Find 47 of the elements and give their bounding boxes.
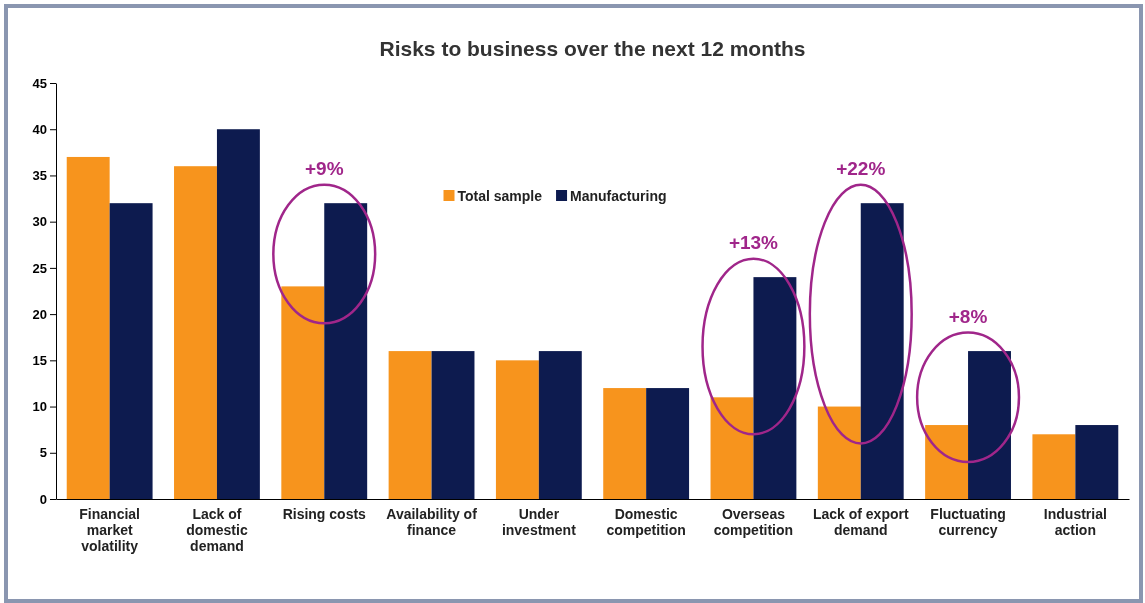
chart-title: Risks to business over the next 12 months <box>379 37 806 60</box>
bar <box>925 425 969 499</box>
annotation: +8% <box>948 305 988 327</box>
x-tick-label: Industrial action <box>1043 505 1107 538</box>
bar <box>216 129 260 499</box>
bar <box>603 388 647 499</box>
x-tick-label: Financial market volatility <box>79 505 140 554</box>
bar <box>710 397 754 499</box>
y-tick-label: 15 <box>32 352 47 368</box>
bar <box>538 351 582 499</box>
bar <box>388 351 432 499</box>
bar <box>646 388 690 499</box>
y-tick-label: 40 <box>32 121 47 137</box>
legend-label: Manufacturing <box>570 188 667 204</box>
y-tick-label: 5 <box>39 445 47 461</box>
x-tick-label: Fluctuating currency <box>930 505 1006 538</box>
x-tick-label: Overseas competition <box>713 505 794 538</box>
y-tick-label: 20 <box>32 306 47 322</box>
bar <box>495 360 539 499</box>
y-tick-label: 10 <box>32 399 47 415</box>
bar <box>968 351 1011 499</box>
x-tick-label: Under investment <box>501 505 577 538</box>
bar <box>324 203 368 499</box>
bar <box>860 203 904 499</box>
bar <box>281 286 325 499</box>
annotation: +13% <box>728 231 779 253</box>
x-tick-label: Rising costs <box>282 505 367 522</box>
bar <box>174 166 217 499</box>
bar <box>1032 434 1076 499</box>
x-tick-label: Lack of domestic demand <box>186 505 248 554</box>
x-tick-label: Lack of export demand <box>812 505 909 538</box>
bar <box>66 156 110 499</box>
bar <box>817 406 861 499</box>
annotation: +9% <box>304 157 344 179</box>
y-tick-label: 0 <box>39 491 47 507</box>
y-tick-label: 25 <box>32 260 47 276</box>
y-tick-label: 35 <box>32 168 47 184</box>
x-tick-label: Availability of finance <box>386 505 478 538</box>
legend-label: Total sample <box>457 188 543 204</box>
bar <box>431 351 475 499</box>
bar <box>753 277 797 499</box>
x-tick-label: Domestic competition <box>606 505 686 538</box>
y-tick-label: 30 <box>32 214 47 230</box>
bar <box>1075 425 1119 499</box>
bar <box>109 203 153 499</box>
y-tick-label: 45 <box>32 75 47 91</box>
annotation: +22% <box>836 157 886 179</box>
